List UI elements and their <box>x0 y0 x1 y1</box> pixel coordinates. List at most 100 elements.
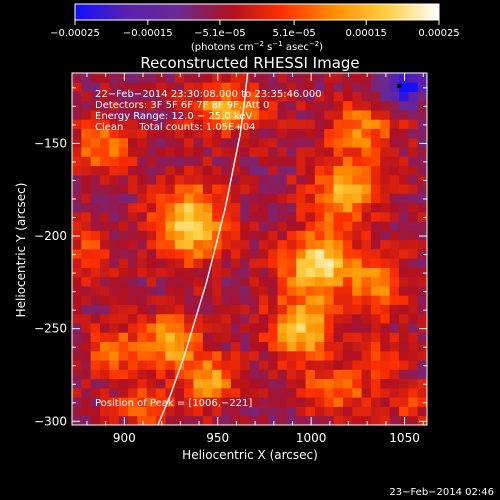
heatmap-cell <box>417 174 427 185</box>
axis-ticks: 900 950 1000 1050 −150 −200 −250 −300 <box>34 73 427 445</box>
y-tick-label: −300 <box>34 414 67 428</box>
heatmap-cell <box>240 304 250 315</box>
colorbar-tick-label: 0.00025 <box>418 28 459 39</box>
heatmap-cell <box>118 119 129 129</box>
heatmap-cell <box>286 202 297 213</box>
heatmap-cell <box>333 415 344 425</box>
heatmap-cell <box>137 119 148 129</box>
heatmap-cell <box>128 313 138 324</box>
heatmap-cell <box>72 221 82 231</box>
heatmap-cell <box>193 406 204 417</box>
colorbar-ticks: −0.00025 −0.00015 −5.1e−05 5.1e−05 0.00015 0.… <box>50 20 460 39</box>
heatmap-cell <box>258 221 269 231</box>
x-tick-label: 1000 <box>296 431 327 445</box>
heatmap-cell <box>398 202 409 213</box>
heatmap-cell <box>249 341 260 352</box>
heatmap-cell <box>417 82 427 92</box>
heatmap-cell <box>212 332 222 343</box>
heatmap-cell <box>184 193 194 204</box>
heatmap-cell <box>174 91 185 102</box>
heatmap-cell <box>398 350 409 361</box>
heatmap-cell <box>324 295 334 305</box>
heatmap-cell <box>109 323 120 333</box>
heatmap-cell <box>81 313 92 324</box>
heatmap-cell <box>296 332 306 343</box>
heatmap-cell <box>90 100 101 111</box>
heatmap-cell <box>156 119 166 129</box>
heatmap-cell <box>137 211 148 222</box>
heatmap-cell <box>380 147 391 157</box>
heatmap-cell <box>417 230 427 241</box>
heatmap-cell <box>156 258 166 268</box>
heatmap-cell <box>324 184 334 194</box>
heatmap-cell <box>342 156 353 167</box>
heatmap-cell <box>417 165 427 176</box>
annotation-clean: Clean Total counts: 1.05E+04 <box>95 122 255 133</box>
heatmap-cell <box>333 156 344 167</box>
heatmap-cell <box>249 211 260 222</box>
heatmap-cell <box>249 350 260 361</box>
heatmap-cell <box>174 193 185 204</box>
heatmap-cell <box>249 304 260 315</box>
heatmap-cell <box>268 323 278 333</box>
heatmap-cell <box>268 369 278 380</box>
heatmap-cell <box>118 174 129 185</box>
heatmap-cell <box>100 193 110 204</box>
heatmap-cell <box>352 221 363 231</box>
heatmap-cell <box>230 73 241 83</box>
heatmap-cell <box>118 128 129 139</box>
heatmap-cell <box>333 91 344 102</box>
heatmap-cell <box>109 82 120 92</box>
heatmap-cell <box>342 313 353 324</box>
heatmap-cell <box>193 147 204 157</box>
heatmap-cell <box>370 202 381 213</box>
heatmap-cell <box>408 406 419 417</box>
heatmap-cell <box>174 406 185 417</box>
heatmap-cell <box>230 286 241 296</box>
heatmap-cell <box>380 230 391 241</box>
heatmap-cell <box>72 147 82 157</box>
heatmap-cell <box>202 91 213 102</box>
heatmap-cell <box>137 202 148 213</box>
heatmap-cell <box>212 360 222 370</box>
heatmap-cell <box>118 323 129 333</box>
heatmap-cell <box>202 174 213 185</box>
heatmap-cell <box>137 137 148 148</box>
heatmap-cell <box>174 249 185 259</box>
heatmap-cell <box>118 313 129 324</box>
heatmap-cell <box>286 341 297 352</box>
heatmap-cell <box>296 406 306 417</box>
heatmap-cell <box>240 341 250 352</box>
heatmap-cell <box>230 397 241 407</box>
heatmap-cell <box>137 239 148 250</box>
heatmap-cell <box>193 295 204 305</box>
heatmap-cell <box>128 378 138 389</box>
heatmap-cell <box>249 360 260 370</box>
heatmap-cell <box>174 415 185 425</box>
heatmap-cell <box>165 100 176 111</box>
heatmap-cell <box>268 82 278 92</box>
heatmap-cell <box>128 119 138 129</box>
heatmap-cell <box>174 165 185 176</box>
heatmap-cell <box>305 276 316 287</box>
heatmap-cell <box>193 387 204 398</box>
heatmap-cell <box>324 276 334 287</box>
heatmap-cell <box>100 147 110 157</box>
heatmap-cell <box>100 110 110 120</box>
heatmap-cell <box>202 230 213 241</box>
heatmap-cell <box>100 73 110 83</box>
heatmap-cell <box>72 304 82 315</box>
heatmap-cell <box>184 202 194 213</box>
heatmap-cell <box>118 332 129 343</box>
heatmap-cell <box>81 323 92 333</box>
heatmap-cell <box>286 137 297 148</box>
heatmap-cell <box>342 193 353 204</box>
heatmap-cell <box>408 156 419 167</box>
heatmap-cell <box>249 267 260 278</box>
heatmap-cell <box>268 230 278 241</box>
heatmap-cell <box>202 286 213 296</box>
heatmap-cell <box>370 360 381 370</box>
heatmap-cell <box>128 286 138 296</box>
heatmap-cell <box>146 147 157 157</box>
heatmap-cell <box>109 156 120 167</box>
